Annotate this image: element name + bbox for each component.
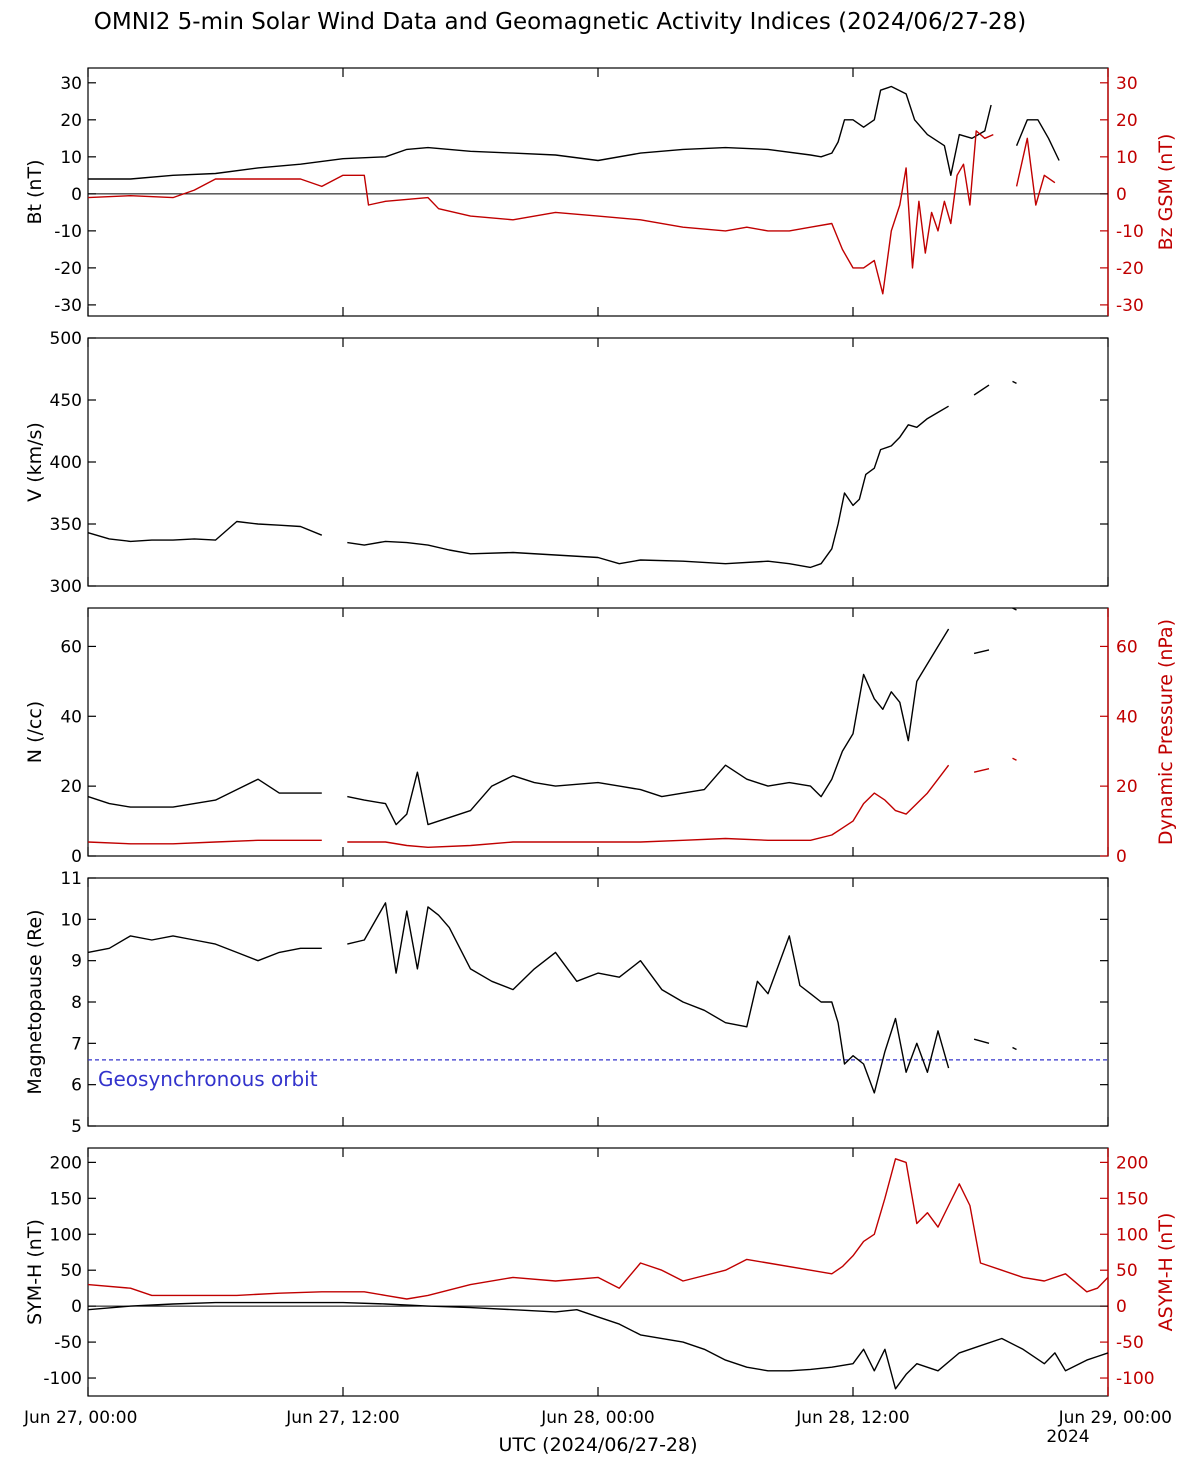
series-1-segment-2 <box>347 405 949 569</box>
series-1-segment-1 <box>87 935 322 962</box>
y-tick-label: 150 <box>50 1189 82 1209</box>
y-tick-label: 30 <box>60 74 82 94</box>
y-right-tick-label: 150 <box>1116 1189 1148 1209</box>
series-2-segment-1 <box>87 839 322 845</box>
y-right-tick-label: 60 <box>1116 637 1138 657</box>
series-2-segment-1 <box>87 1158 1109 1300</box>
series-1-segment-4 <box>1012 1046 1017 1051</box>
y-tick-label: 8 <box>71 993 82 1013</box>
y-tick-label: 6 <box>71 1076 82 1096</box>
y-tick-label: 20 <box>60 777 82 797</box>
panel-4: 11 10 9 8 7 6 5 Magnetopause (Re) Geosynchronous… <box>24 869 1109 1137</box>
series-1-segment-1 <box>87 520 323 543</box>
panel-frame <box>87 607 1109 857</box>
y-right-tick-label: 0 <box>1116 847 1127 867</box>
panel-frame <box>87 337 1109 587</box>
y-tick-label: -20 <box>54 259 82 279</box>
y-right-tick-label: 20 <box>1116 111 1138 131</box>
y-right-axis-label: ASYM-H (nT) <box>1155 1213 1177 1332</box>
y-right-tick-label: 0 <box>1116 185 1127 205</box>
series-1-segment-2 <box>1015 119 1060 161</box>
y-right-tick-label: -30 <box>1116 296 1144 316</box>
y-tick-label: 7 <box>71 1034 82 1054</box>
y-right-tick-label: 200 <box>1116 1153 1148 1173</box>
series-1-segment-1 <box>87 778 322 808</box>
y-tick-label: 0 <box>71 847 82 867</box>
series-1-segment-2 <box>347 902 950 1094</box>
y-right-axis-label: Bz GSM (nT) <box>1155 134 1177 251</box>
y-axis-label: Bt (nT) <box>24 160 46 225</box>
y-tick-label: 300 <box>50 577 82 597</box>
series-1-segment-4 <box>1012 380 1017 385</box>
y-axis-label: Magnetopause (Re) <box>24 909 46 1094</box>
series-2-segment-2 <box>347 764 950 848</box>
series-1-segment-3 <box>973 384 990 396</box>
y-tick-label: 350 <box>50 515 82 535</box>
panel-2: 500 450 400 350 300 V (km/s) <box>24 329 1109 597</box>
y-tick-label: 10 <box>60 148 82 168</box>
y-right-tick-label: -20 <box>1116 259 1144 279</box>
x-axis-label: UTC (2024/06/27-28) <box>498 1434 697 1456</box>
y-right-tick-label: 0 <box>1116 1297 1127 1317</box>
y-tick-label: -100 <box>43 1369 82 1389</box>
y-tick-label: 500 <box>50 329 82 349</box>
y-tick-label: -30 <box>54 296 82 316</box>
y-right-tick-label: 20 <box>1116 777 1138 797</box>
y-right-tick-label: 10 <box>1116 148 1138 168</box>
series-2-segment-4 <box>1012 757 1017 761</box>
x-tick-label: Jun 27, 12:00 <box>285 1408 399 1428</box>
series-1-segment-4 <box>1012 607 1017 611</box>
panel-1: 30 20 10 0 -10 -20 -30 30 20 10 0 -10 -20 -30 Bz GSM (… <box>24 67 1177 317</box>
series-2-segment-3 <box>973 768 990 773</box>
y-tick-label: 60 <box>60 637 82 657</box>
y-right-tick-label: -50 <box>1116 1333 1144 1353</box>
y-tick-label: 40 <box>60 707 82 727</box>
x-axis: Jun 27, 00:00 Jun 27, 12:00 Jun 28, 00:00 J… <box>23 1408 1172 1428</box>
y-right-axis-label: Dynamic Pressure (nPa) <box>1155 619 1177 845</box>
series-1-segment-1 <box>88 85 992 180</box>
y-tick-label: 0 <box>71 185 82 205</box>
series-1-segment-1 <box>87 1301 1109 1390</box>
y-right-tick-label: -100 <box>1116 1369 1155 1389</box>
series-2-segment-2 <box>1015 137 1056 206</box>
y-right-tick-label: 100 <box>1116 1225 1148 1245</box>
y-tick-label: 5 <box>71 1117 82 1137</box>
y-right-tick-label: 30 <box>1116 74 1138 94</box>
y-right-tick-label: 50 <box>1116 1261 1138 1281</box>
series-1-segment-3 <box>973 1038 990 1044</box>
series-1-segment-2 <box>347 628 950 826</box>
series-1-segment-3 <box>973 649 990 655</box>
y-tick-label: 100 <box>50 1225 82 1245</box>
series-2-segment-1 <box>87 130 994 295</box>
y-tick-label: -50 <box>54 1333 82 1353</box>
panel-5: 200 150 100 50 0 -50 -100 200 150 100 50 0 -50 -100 AS… <box>24 1147 1177 1397</box>
y-tick-label: 11 <box>60 869 82 889</box>
y-tick-label: 400 <box>50 453 82 473</box>
y-tick-label: 50 <box>60 1261 82 1281</box>
y-tick-label: 0 <box>71 1297 82 1317</box>
y-tick-label: 9 <box>71 952 82 972</box>
y-tick-label: 20 <box>60 111 82 131</box>
y-axis-label: V (km/s) <box>24 422 46 502</box>
panel-frame <box>87 1147 1109 1397</box>
x-tick-label: Jun 27, 00:00 <box>23 1408 137 1428</box>
x-axis-year-label: 2024 <box>1046 1427 1089 1447</box>
x-tick-label: Jun 29, 00:00 <box>1058 1408 1172 1428</box>
panel-3: 60 40 20 0 60 40 20 0 Dynamic Pressure (nPa) N (/… <box>24 607 1177 867</box>
x-tick-label: Jun 28, 00:00 <box>540 1408 654 1428</box>
y-tick-label: -10 <box>54 222 82 242</box>
geosynchronous-orbit-label: Geosynchronous orbit <box>98 1067 318 1091</box>
y-axis-label: SYM-H (nT) <box>24 1219 46 1325</box>
y-tick-label: 450 <box>50 391 82 411</box>
chart-title: OMNI2 5-min Solar Wind Data and Geomagne… <box>94 9 1026 35</box>
x-tick-label: Jun 28, 12:00 <box>795 1408 909 1428</box>
y-tick-label: 10 <box>60 910 82 930</box>
y-right-tick-label: -10 <box>1116 222 1144 242</box>
y-tick-label: 200 <box>50 1153 82 1173</box>
y-axis-label: N (/cc) <box>24 701 46 763</box>
y-right-tick-label: 40 <box>1116 707 1138 727</box>
